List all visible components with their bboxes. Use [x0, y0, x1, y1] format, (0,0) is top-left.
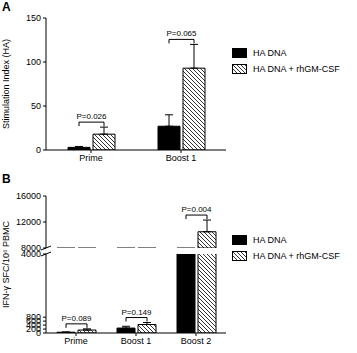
- svg-text:Boost 1: Boost 1: [121, 336, 152, 346]
- svg-text:Prime: Prime: [79, 153, 103, 163]
- html-text:B: B: [2, 172, 11, 186]
- svg-text:P=0.089: P=0.089: [61, 314, 92, 323]
- svg-text:P=0.065: P=0.065: [166, 29, 197, 38]
- svg-text:100: 100: [26, 57, 41, 67]
- svg-text:Boost 1: Boost 1: [166, 153, 197, 163]
- svg-text:12000: 12000: [16, 217, 41, 227]
- html-text:HA DNA: HA DNA: [253, 235, 287, 245]
- svg-text:P=0.026: P=0.026: [76, 112, 107, 121]
- html-text:A: A: [2, 0, 11, 14]
- html-text:HA DNA + rhGM-CSF: HA DNA + rhGM-CSF: [253, 64, 340, 74]
- svg-text:800: 800: [26, 312, 41, 322]
- html-text:HA DNA + rhGM-CSF: HA DNA + rhGM-CSF: [253, 251, 340, 261]
- svg-text:150: 150: [26, 13, 41, 23]
- svg-text:Prime: Prime: [64, 336, 88, 346]
- svg-text:IFN-γ SFC/10⁶ PBMC: IFN-γ SFC/10⁶ PBMC: [8, 220, 11, 308]
- svg-text:0: 0: [36, 145, 41, 155]
- svg-text:4000: 4000: [21, 251, 41, 259]
- html-text:HA DNA: HA DNA: [253, 48, 287, 58]
- svg-text:50: 50: [31, 101, 41, 111]
- svg-text:16000: 16000: [16, 191, 41, 201]
- svg-text:Stimulation Index (HA): Stimulation Index (HA): [8, 39, 11, 129]
- svg-text:8000: 8000: [21, 243, 41, 251]
- svg-text:Boost 2: Boost 2: [181, 336, 212, 346]
- svg-text:P=0.004: P=0.004: [181, 205, 212, 214]
- svg-text:P=0.149: P=0.149: [121, 308, 152, 317]
